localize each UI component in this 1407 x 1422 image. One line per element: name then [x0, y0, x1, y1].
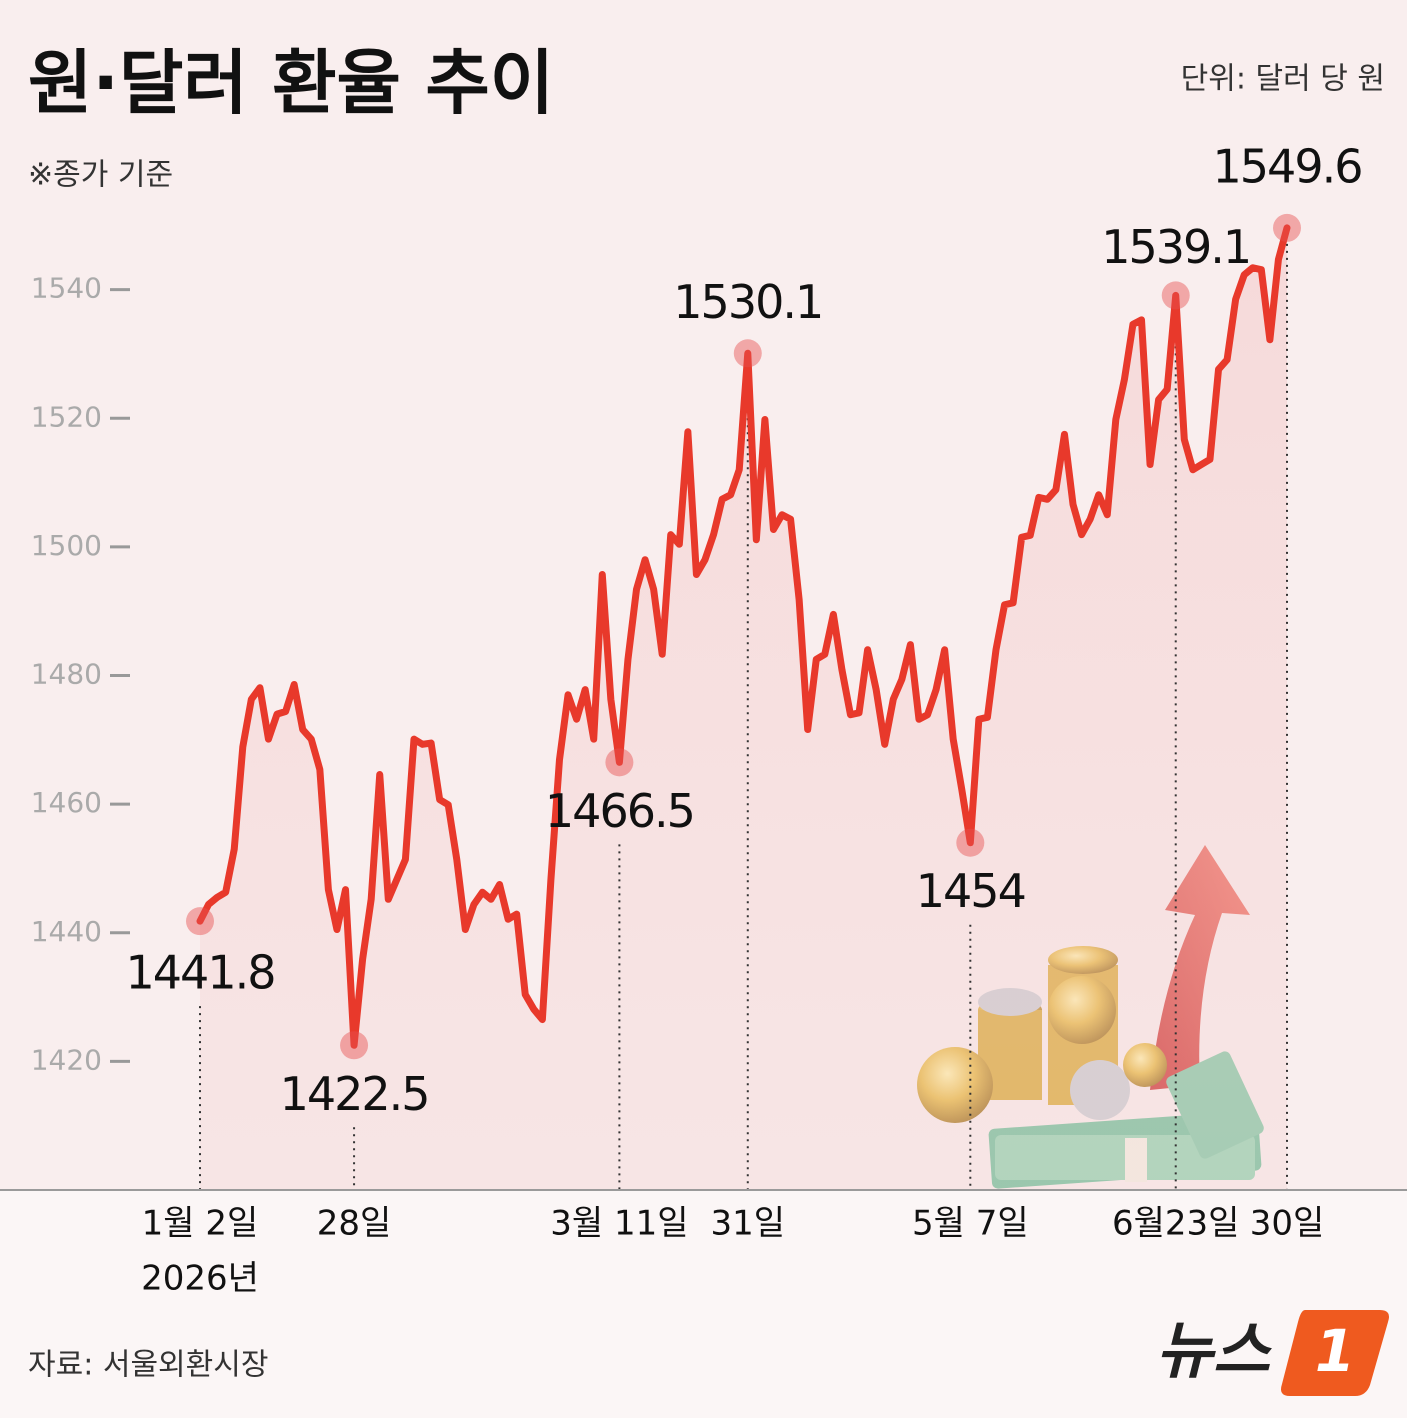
logo-badge [1281, 1310, 1389, 1396]
x-tick-label: 31일 [711, 1204, 786, 1244]
x-tick-label: 30일 [1250, 1204, 1325, 1244]
x-tick-label: 28일 [317, 1204, 392, 1244]
highlight-dot [340, 1031, 369, 1060]
unit-note: 단위: 달러 당 원 [1181, 62, 1385, 97]
value-label: 1454 [916, 864, 1025, 918]
y-tick-label: 1540 [31, 272, 102, 305]
highlight-dot [186, 907, 214, 936]
y-tick-label: 1440 [31, 915, 102, 948]
value-label: 1422.5 [280, 1067, 429, 1121]
value-label: 1441.8 [126, 946, 275, 1000]
value-label: 1530.1 [673, 275, 822, 329]
logo-badge-text: 1 [1315, 1317, 1355, 1385]
x-year-label: 2026년 [141, 1259, 259, 1299]
value-label: 1466.5 [545, 784, 694, 838]
highlight-dot [1273, 213, 1301, 242]
y-tick-label: 1500 [31, 529, 102, 562]
highlight-dot [1161, 281, 1190, 310]
y-tick-label: 1420 [31, 1043, 102, 1076]
value-label: 1549.6 [1213, 139, 1362, 193]
y-tick-label: 1460 [31, 786, 102, 819]
x-tick-label: 3월 11일 [550, 1204, 688, 1244]
highlight-dot [605, 748, 634, 777]
x-tick-label: 5월 7일 [912, 1204, 1029, 1244]
data-layer: 1441.8 1월 2일 2026년 1422.5 28일 1466.5 3월 11일 153… [126, 139, 1364, 1299]
chart-title: 원·달러 환율 추이 [28, 42, 554, 124]
logo: 뉴스 1 [1156, 1310, 1389, 1396]
highlight-dot [956, 828, 985, 857]
line [196, 224, 1291, 1049]
area [200, 227, 1287, 1190]
x-tick-label: 1월 2일 [142, 1204, 259, 1244]
grid-layer: 1420 1440 1460 1480 1500 1520 1540 [31, 272, 130, 1076]
value-label: 1539.1 [1101, 220, 1250, 274]
source: 자료: 서울외환시장 [28, 1348, 268, 1383]
y-tick-label: 1480 [31, 658, 102, 691]
y-tick-label: 1520 [31, 400, 102, 433]
subtitle: ※종가 기준 [28, 158, 173, 193]
logo-text: 뉴스 [1156, 1314, 1272, 1387]
x-tick-label: 6월23일 [1112, 1204, 1239, 1244]
highlight-dot [733, 339, 762, 368]
footer-background [0, 1190, 1407, 1418]
